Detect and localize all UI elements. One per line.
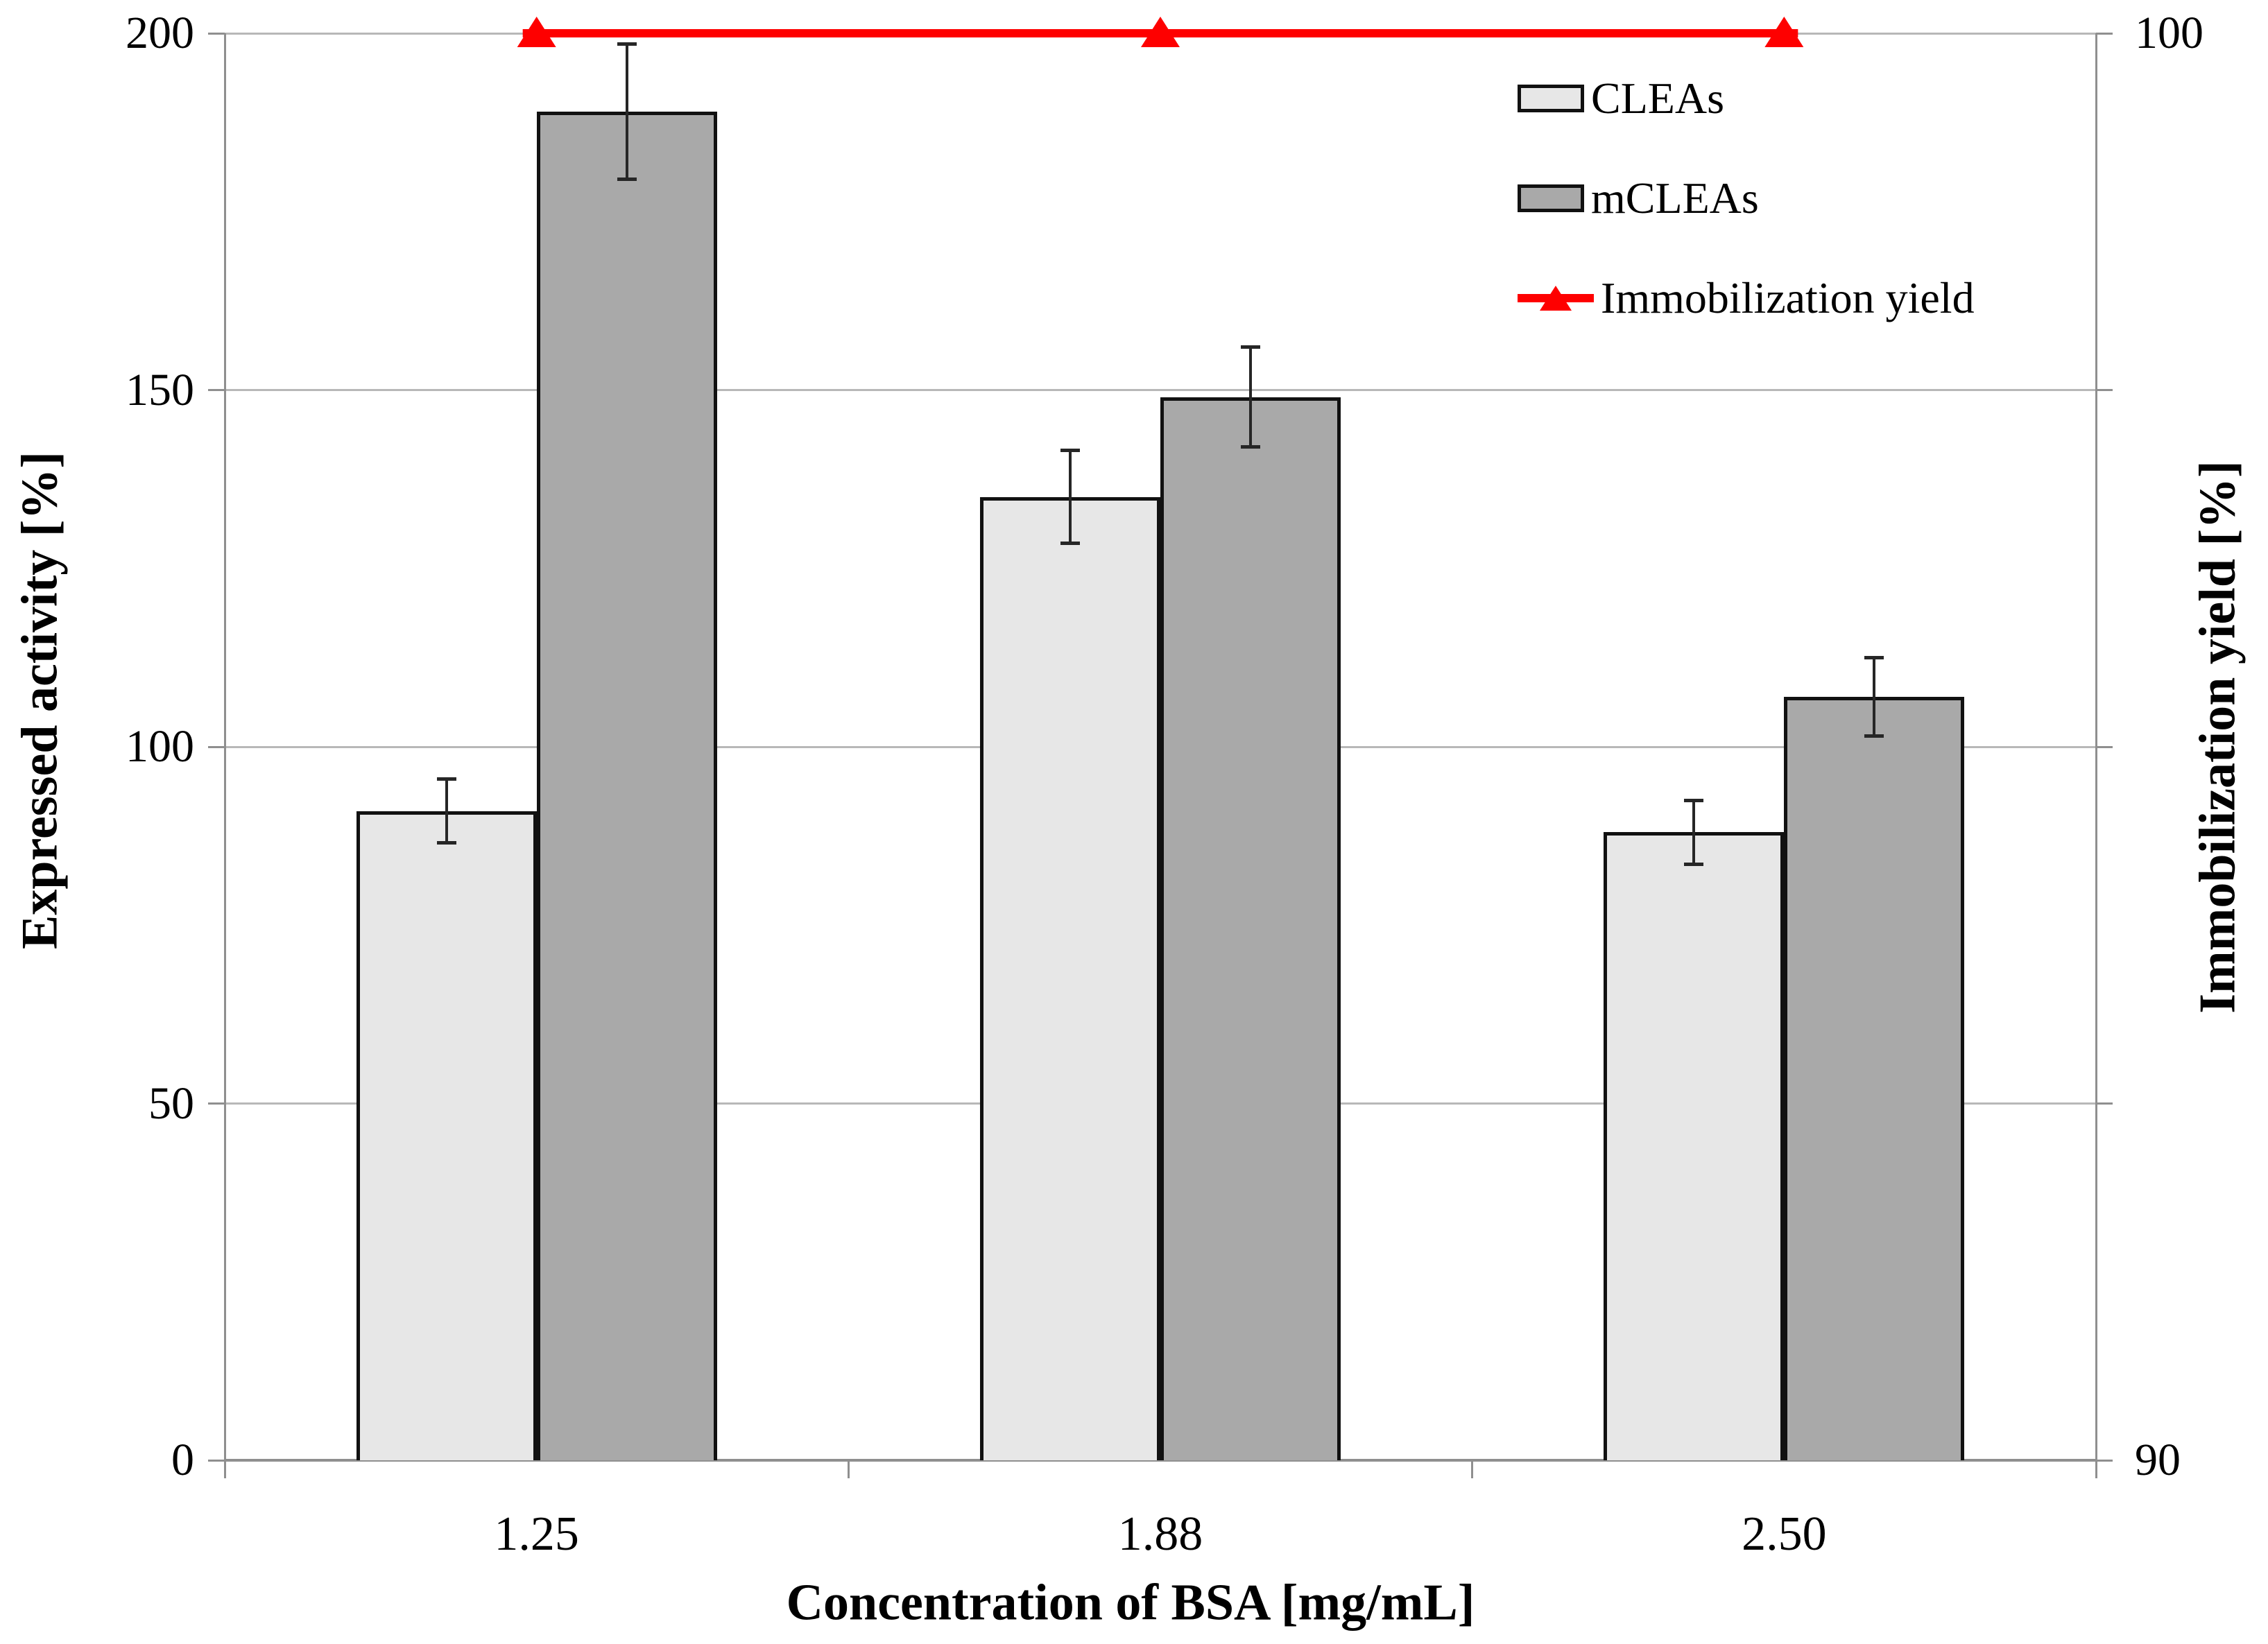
right-tick-50	[2096, 1102, 2113, 1105]
right-axis-line	[2095, 33, 2097, 1478]
error-bar	[1249, 347, 1252, 447]
gridline-150	[225, 389, 2096, 391]
x-boundary-tick	[223, 1460, 226, 1478]
error-bar	[625, 44, 628, 180]
x-category-label: 1.25	[494, 1507, 579, 1561]
error-bar-cap-bottom	[617, 178, 637, 182]
error-bar-cap-bottom	[1060, 542, 1080, 546]
bar-mCLEAs-1.25	[536, 112, 717, 1460]
left-tick-150	[208, 389, 225, 391]
error-bar-cap-top	[1684, 798, 1704, 802]
legend-line-marker	[1518, 284, 1594, 312]
error-bar-cap-bottom	[1684, 863, 1704, 867]
left-tick-0	[208, 1459, 225, 1462]
bar-mCLEAs-1.88	[1160, 397, 1341, 1460]
legend-swatch-mCLEAs	[1518, 184, 1584, 212]
legend-label: Immobilization yield	[1601, 273, 1975, 322]
left-axis-label-200: 200	[126, 8, 194, 58]
left-axis-label-100: 100	[126, 721, 194, 772]
x-category-label: 2.50	[1742, 1507, 1827, 1561]
triangle-marker	[1764, 17, 1804, 47]
legend-item-CLEAs: CLEAs	[1518, 76, 1724, 121]
legend-item-Immobilization yield: Immobilization yield	[1518, 276, 1975, 320]
right-tick-150	[2096, 389, 2113, 391]
x-category-label: 1.88	[1117, 1507, 1203, 1561]
left-axis-label-50: 50	[148, 1078, 194, 1129]
right-tick-0	[2096, 1459, 2113, 1462]
triangle-marker	[1141, 17, 1180, 47]
legend-label: mCLEAs	[1591, 173, 1759, 223]
left-tick-100	[208, 745, 225, 748]
right-tick-100	[2096, 745, 2113, 748]
error-bar-cap-top	[1060, 449, 1080, 453]
triangle-marker-icon	[1540, 286, 1572, 311]
x-boundary-tick	[847, 1460, 850, 1478]
error-bar	[1069, 450, 1072, 544]
x-axis-title: Concentration of BSA [mg/mL]	[786, 1574, 1475, 1632]
legend-item-mCLEAs: mCLEAs	[1518, 176, 1759, 220]
left-axis-label-150: 150	[126, 364, 194, 415]
legend-label: CLEAs	[1591, 73, 1724, 123]
left-tick-200	[208, 32, 225, 35]
bar-CLEAs-2.50	[1604, 832, 1785, 1460]
x-boundary-tick	[1471, 1460, 1474, 1478]
error-bar-cap-top	[1241, 345, 1260, 349]
error-bar	[445, 779, 448, 843]
left-axis-line	[223, 33, 226, 1478]
error-bar-cap-bottom	[1864, 734, 1884, 738]
error-bar-cap-top	[436, 777, 456, 781]
right-tick-200	[2096, 32, 2113, 35]
triangle-marker	[517, 17, 556, 47]
x-boundary-tick	[2095, 1460, 2097, 1478]
chart-legend: CLEAs mCLEAs Immobilization yield	[1518, 76, 2072, 354]
bar-mCLEAs-2.50	[1784, 696, 1965, 1460]
bar-CLEAs-1.25	[356, 811, 537, 1460]
error-bar	[1873, 657, 1876, 736]
right-axis-label-100: 100	[2135, 8, 2203, 58]
left-tick-50	[208, 1102, 225, 1105]
error-bar-cap-top	[1864, 655, 1884, 659]
bar-CLEAs-1.88	[980, 496, 1160, 1460]
error-bar-cap-top	[617, 42, 637, 46]
legend-swatch-CLEAs	[1518, 85, 1584, 112]
error-bar	[1692, 800, 1696, 865]
left-axis-label-0: 0	[171, 1435, 194, 1485]
error-bar-cap-bottom	[436, 841, 456, 845]
x-axis-line	[225, 1459, 2096, 1462]
error-bar-cap-bottom	[1241, 445, 1260, 449]
right-axis-label-90: 90	[2135, 1435, 2181, 1485]
